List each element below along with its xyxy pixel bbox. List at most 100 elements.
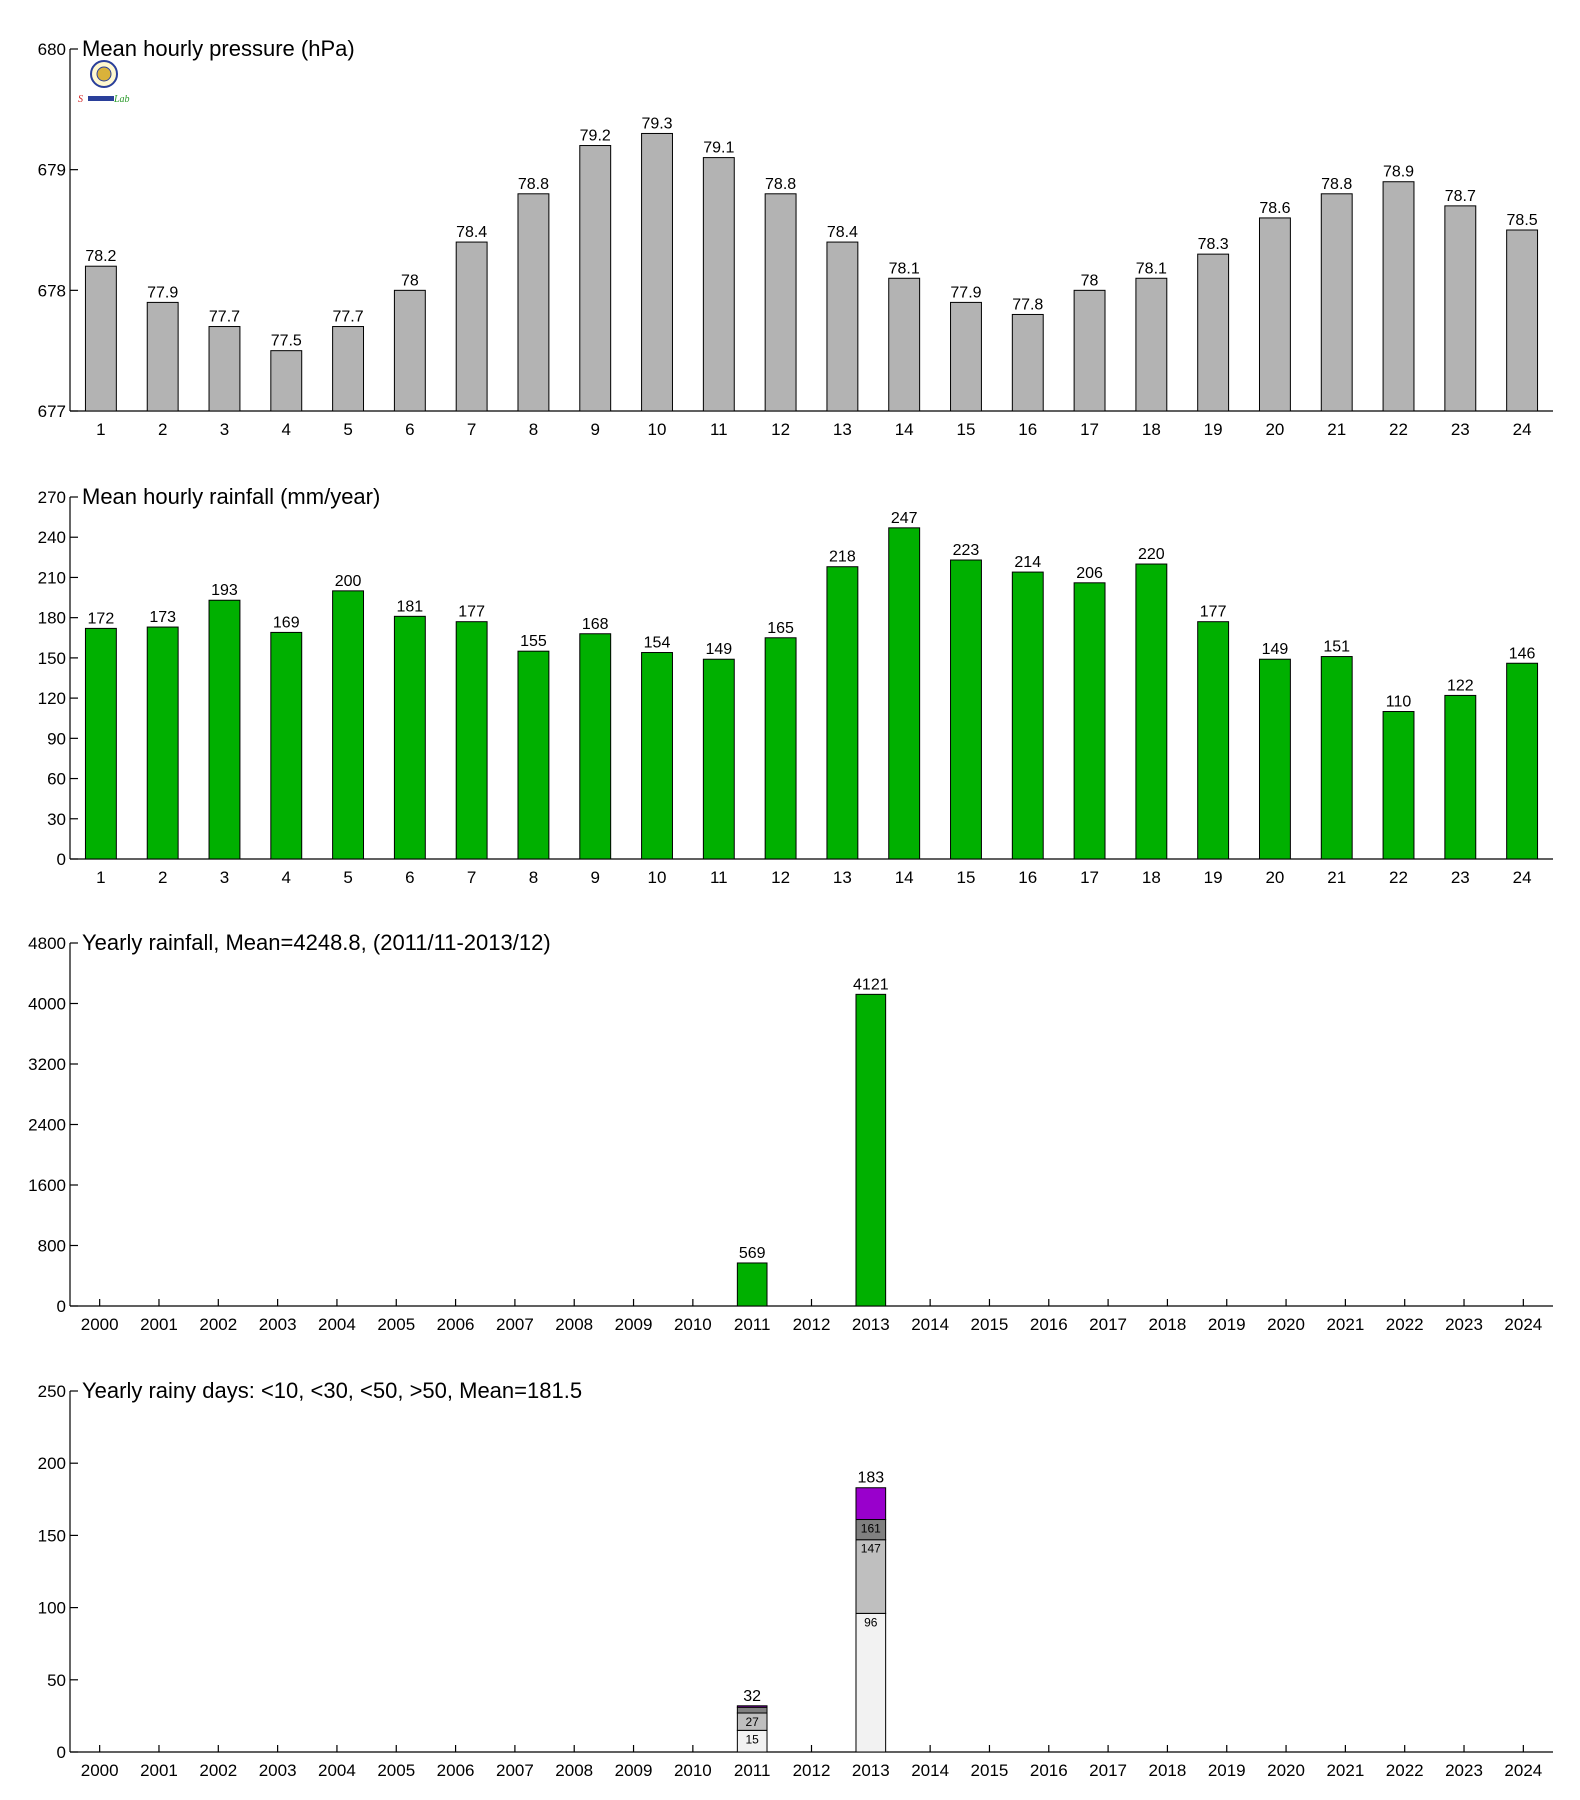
x-tick-label: 6 bbox=[405, 868, 414, 887]
x-tick-label: 14 bbox=[895, 868, 914, 887]
x-tick-label: 23 bbox=[1451, 420, 1470, 439]
y-tick-label: 2400 bbox=[28, 1116, 66, 1135]
data-label: 79.1 bbox=[703, 140, 734, 157]
bar bbox=[270, 631, 303, 860]
data-label: 177 bbox=[1200, 604, 1227, 621]
x-tick-label: 15 bbox=[957, 420, 976, 439]
logo-text-right: Lab bbox=[113, 94, 130, 105]
y-tick-label: 800 bbox=[38, 1237, 66, 1256]
bar bbox=[1506, 662, 1539, 860]
x-tick-label: 20 bbox=[1265, 868, 1284, 887]
y-tick-label: 150 bbox=[38, 649, 66, 668]
data-label: 78.3 bbox=[1198, 236, 1229, 253]
data-label: 77.5 bbox=[271, 333, 302, 350]
data-label: 78.4 bbox=[456, 224, 487, 241]
y-tick-label: 240 bbox=[38, 528, 66, 547]
bar bbox=[270, 350, 303, 412]
bar bbox=[84, 627, 117, 860]
chart-panel-3: Yearly rainfall, Mean=4248.8, (2011/11-2… bbox=[28, 930, 1553, 1334]
bar bbox=[888, 527, 921, 860]
x-tick-label: 2023 bbox=[1445, 1315, 1483, 1334]
logo-text-left: S bbox=[78, 94, 83, 105]
data-label: 78.8 bbox=[1321, 176, 1352, 193]
bar bbox=[1073, 289, 1106, 412]
bar bbox=[1135, 563, 1168, 860]
x-tick-label: 2020 bbox=[1267, 1315, 1305, 1334]
x-tick-label: 2015 bbox=[971, 1315, 1009, 1334]
segment-label: 147 bbox=[861, 1542, 881, 1556]
x-tick-label: 2012 bbox=[793, 1315, 831, 1334]
bar bbox=[1011, 313, 1044, 412]
chart-title: Mean hourly rainfall (mm/year) bbox=[82, 484, 380, 509]
x-tick-label: 13 bbox=[833, 420, 852, 439]
x-tick-label: 2016 bbox=[1030, 1315, 1068, 1334]
x-tick-label: 2000 bbox=[81, 1315, 119, 1334]
bar bbox=[826, 241, 859, 412]
bar bbox=[332, 590, 365, 860]
data-label: 193 bbox=[211, 582, 238, 599]
bar bbox=[702, 658, 735, 860]
bar bbox=[1320, 193, 1353, 412]
data-label: 110 bbox=[1386, 694, 1412, 711]
data-label: 223 bbox=[953, 542, 980, 559]
x-tick-label: 2009 bbox=[615, 1315, 653, 1334]
x-tick-label: 2007 bbox=[496, 1761, 534, 1780]
x-tick-label: 2 bbox=[158, 420, 167, 439]
data-label: 247 bbox=[891, 510, 918, 527]
data-label: 78.1 bbox=[889, 260, 920, 277]
data-label: 79.2 bbox=[580, 128, 611, 145]
data-label: 181 bbox=[397, 598, 424, 615]
university-seal-inner bbox=[96, 66, 112, 82]
logo: S Lab bbox=[78, 60, 130, 105]
stack-segment bbox=[855, 1487, 887, 1521]
y-tick-label: 60 bbox=[47, 770, 66, 789]
x-tick-label: 2 bbox=[158, 868, 167, 887]
x-tick-label: 24 bbox=[1513, 868, 1532, 887]
segment-label: 15 bbox=[746, 1732, 760, 1746]
x-tick-label: 2011 bbox=[734, 1315, 771, 1334]
x-tick-label: 2014 bbox=[911, 1761, 949, 1780]
x-tick-label: 17 bbox=[1080, 420, 1099, 439]
data-label: 169 bbox=[273, 614, 300, 631]
x-tick-label: 22 bbox=[1389, 420, 1408, 439]
bar bbox=[1197, 621, 1230, 860]
data-label: 154 bbox=[644, 635, 671, 652]
bar bbox=[1320, 656, 1353, 860]
x-tick-label: 1 bbox=[96, 868, 105, 887]
stack-segment bbox=[736, 1705, 768, 1708]
chart-panel-4: Yearly rainy days: <10, <30, <50, >50, M… bbox=[38, 1378, 1553, 1780]
x-tick-label: 11 bbox=[710, 420, 728, 439]
x-tick-label: 2021 bbox=[1326, 1761, 1364, 1780]
data-label: 78 bbox=[401, 272, 419, 289]
x-tick-label: 2001 bbox=[140, 1315, 178, 1334]
x-tick-label: 2010 bbox=[674, 1761, 712, 1780]
x-tick-label: 21 bbox=[1327, 868, 1346, 887]
bar bbox=[1258, 658, 1291, 860]
x-tick-label: 22 bbox=[1389, 868, 1408, 887]
data-label: 149 bbox=[705, 641, 732, 658]
bar bbox=[1382, 711, 1415, 860]
x-tick-label: 2021 bbox=[1326, 1315, 1364, 1334]
bar bbox=[1444, 694, 1477, 860]
x-tick-label: 16 bbox=[1018, 420, 1037, 439]
data-label: 77.7 bbox=[332, 309, 363, 326]
chart-title: Yearly rainfall, Mean=4248.8, (2011/11-2… bbox=[82, 930, 551, 955]
x-tick-label: 2016 bbox=[1030, 1761, 1068, 1780]
x-tick-label: 19 bbox=[1204, 420, 1223, 439]
x-tick-label: 17 bbox=[1080, 868, 1099, 887]
x-tick-label: 2020 bbox=[1267, 1761, 1305, 1780]
y-tick-label: 680 bbox=[38, 40, 66, 59]
x-tick-label: 4 bbox=[282, 868, 291, 887]
x-tick-label: 14 bbox=[895, 420, 914, 439]
x-tick-label: 2017 bbox=[1089, 1315, 1127, 1334]
x-tick-label: 2013 bbox=[852, 1761, 890, 1780]
x-tick-label: 12 bbox=[771, 420, 790, 439]
bar bbox=[517, 193, 550, 412]
data-label: 78.6 bbox=[1259, 200, 1290, 217]
bar bbox=[1135, 277, 1168, 412]
x-tick-label: 2001 bbox=[140, 1761, 178, 1780]
data-label: 155 bbox=[520, 633, 547, 650]
x-tick-label: 2004 bbox=[318, 1315, 356, 1334]
bar bbox=[736, 1262, 768, 1307]
y-tick-label: 120 bbox=[38, 689, 66, 708]
